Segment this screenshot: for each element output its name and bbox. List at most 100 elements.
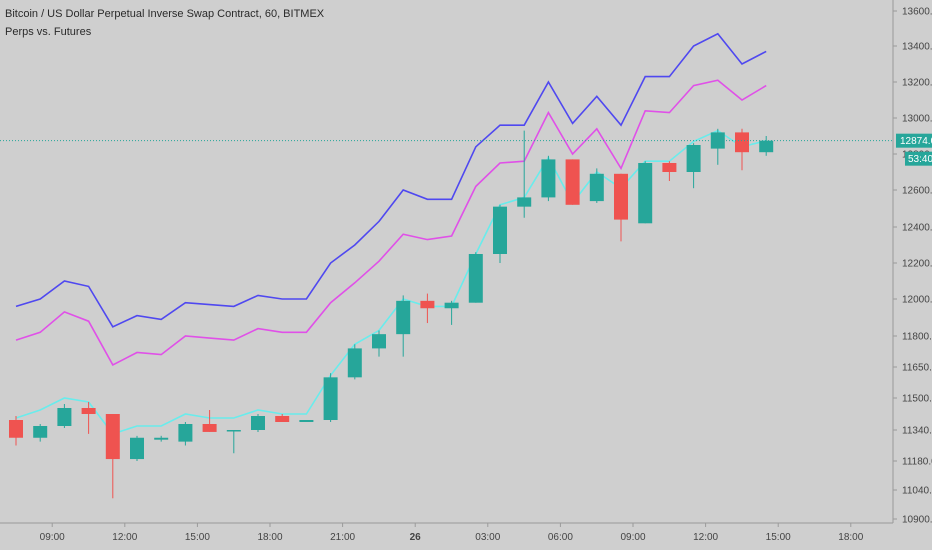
chart-title: Bitcoin / US Dollar Perpetual Inverse Sw… — [5, 8, 325, 20]
candle-body — [589, 173, 604, 202]
x-axis-ticks[interactable]: 09:00 12:00 15:00 18:00 21:00 26 03:00 06:00 09:… — [40, 523, 864, 543]
candle — [614, 173, 628, 242]
candle-body — [347, 348, 362, 378]
y-tick-label: 13000.0 — [902, 114, 932, 125]
candle-body — [251, 416, 265, 430]
candle — [638, 161, 653, 224]
candle — [565, 159, 580, 205]
candle-body — [444, 302, 459, 309]
y-tick-label: 13400.0 — [902, 42, 932, 53]
candles — [9, 128, 774, 499]
candle-body — [614, 173, 628, 220]
candle — [589, 168, 604, 203]
countdown-value: 53:40 — [908, 154, 932, 165]
y-tick-label: 11340.0 — [902, 426, 932, 437]
x-tick-label: 09:00 — [620, 532, 645, 543]
indicator-line-mid — [15, 79, 767, 366]
x-tick-label: 03:00 — [475, 532, 500, 543]
candle — [468, 252, 483, 303]
price-tag-box — [896, 133, 932, 148]
candle-body — [33, 426, 48, 438]
candle — [493, 204, 507, 263]
candle — [396, 295, 411, 357]
candle-body — [396, 300, 411, 335]
y-tick-label: 13200.0 — [902, 78, 932, 89]
candle-body — [468, 254, 483, 303]
y-tick-label: 12400.0 — [902, 223, 932, 234]
candle — [275, 414, 290, 422]
candle-body — [178, 424, 193, 442]
candle-body — [638, 163, 653, 224]
price-tag: 12874.0 53:40 — [896, 133, 932, 166]
countdown-box — [905, 151, 932, 166]
x-tick-label: 09:00 — [40, 532, 65, 543]
y-tick-label: 13600.0 — [902, 7, 932, 18]
candle — [9, 416, 23, 446]
candle-body — [81, 408, 96, 414]
candle-body — [9, 420, 23, 438]
indicator-line-top — [15, 32, 767, 328]
candle — [735, 128, 749, 171]
candle — [154, 435, 169, 442]
candle — [299, 420, 314, 422]
candle — [686, 143, 701, 189]
y-tick-label: 10900.0 — [902, 515, 932, 526]
candle — [130, 435, 144, 461]
candle-body — [57, 408, 72, 426]
candle — [105, 414, 120, 499]
candle — [517, 130, 532, 218]
y-tick-label: 11500.0 — [902, 394, 932, 405]
candle-body — [154, 437, 169, 440]
y-tick-label: 11040.0 — [902, 486, 932, 497]
candle — [202, 410, 217, 432]
candle-body — [420, 300, 435, 309]
candle — [226, 430, 241, 454]
y-tick-label: 12000.0 — [902, 295, 932, 306]
price-tag-value: 12874.0 — [900, 136, 932, 147]
candle — [541, 155, 556, 202]
candle-body — [323, 377, 338, 420]
x-tick-label: 26 — [410, 532, 422, 543]
candle-body — [662, 163, 677, 172]
candle-body — [275, 416, 290, 422]
candle — [57, 404, 72, 428]
x-tick-label: 06:00 — [548, 532, 573, 543]
candle — [420, 293, 435, 324]
candle-body — [299, 420, 314, 422]
x-tick-label: 21:00 — [330, 532, 355, 543]
candle — [33, 424, 48, 442]
candle-body — [759, 140, 774, 153]
candle-body — [105, 414, 120, 460]
x-tick-label: 18:00 — [257, 532, 282, 543]
y-tick-label: 11180.0 — [902, 457, 932, 468]
candle-body — [202, 424, 217, 432]
candle-body — [541, 159, 556, 198]
candle — [372, 330, 386, 357]
candle-body — [517, 197, 532, 207]
candle — [251, 414, 265, 432]
candle-body — [493, 206, 507, 254]
x-tick-label: 12:00 — [112, 532, 137, 543]
indicator-name[interactable]: Perps vs. Futures — [5, 26, 92, 38]
y-tick-label: 11800.0 — [902, 332, 932, 343]
x-tick-label: 15:00 — [185, 532, 210, 543]
candle — [347, 344, 362, 380]
candle — [178, 422, 193, 446]
x-tick-label: 18:00 — [838, 532, 863, 543]
candle — [81, 402, 96, 434]
candle — [662, 161, 677, 181]
y-tick-label: 12600.0 — [902, 186, 932, 197]
candle — [444, 300, 459, 325]
candle-body — [372, 334, 386, 349]
candle — [759, 136, 774, 156]
candle-body — [735, 132, 749, 153]
x-tick-label: 15:00 — [766, 532, 791, 543]
candle — [323, 373, 338, 422]
candle-body — [226, 430, 241, 432]
candle-body — [686, 145, 701, 172]
x-tick-label: 12:00 — [693, 532, 718, 543]
y-tick-label: 11650.0 — [902, 363, 932, 374]
candle-body — [565, 159, 580, 205]
